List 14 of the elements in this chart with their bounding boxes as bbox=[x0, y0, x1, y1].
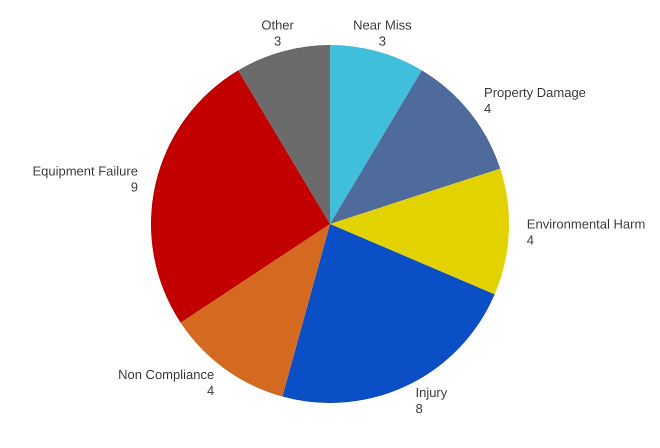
data-label: 4 bbox=[484, 100, 492, 116]
data-label: 8 bbox=[415, 401, 423, 416]
slice-label: Near Miss bbox=[353, 18, 412, 33]
data-label: 3 bbox=[378, 34, 386, 49]
slice-label: Injury bbox=[415, 385, 448, 400]
slice-label: Equipment Failure bbox=[32, 164, 138, 179]
slice-label: Other bbox=[261, 18, 295, 33]
data-label: 9 bbox=[130, 180, 138, 195]
slice-label: Property Damage bbox=[484, 84, 586, 100]
data-label: 4 bbox=[526, 232, 534, 248]
slice-label: Environmental Harm bbox=[526, 216, 646, 232]
data-label: 3 bbox=[274, 34, 282, 49]
data-label: 4 bbox=[206, 382, 214, 398]
slice-label: Non Compliance bbox=[118, 366, 214, 382]
